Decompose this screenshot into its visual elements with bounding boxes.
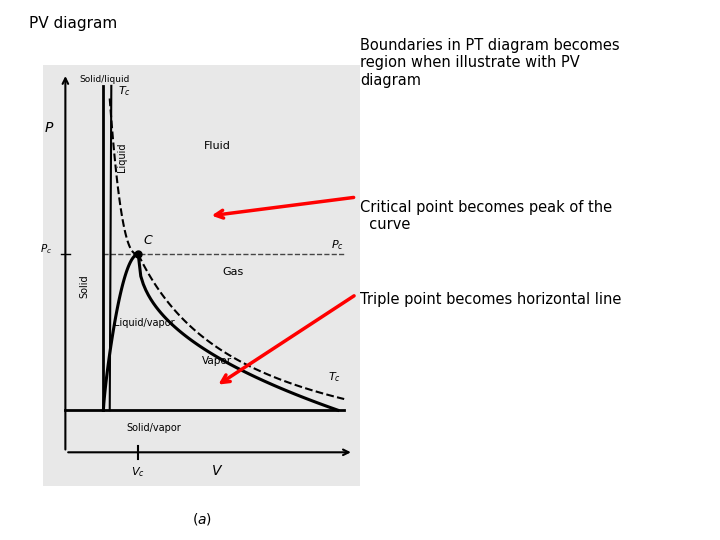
Text: Solid: Solid	[79, 275, 89, 299]
Text: $P$: $P$	[45, 121, 55, 135]
Text: $T_c$: $T_c$	[328, 370, 341, 384]
Text: Liquid: Liquid	[117, 143, 127, 172]
Text: $T_c$: $T_c$	[117, 84, 130, 98]
Text: Solid/vapor: Solid/vapor	[127, 423, 181, 433]
Text: PV diagram: PV diagram	[29, 16, 117, 31]
Text: $C$: $C$	[143, 234, 153, 247]
Text: $V$: $V$	[211, 463, 224, 477]
Text: $P_c$: $P_c$	[331, 238, 344, 252]
Text: Boundaries in PT diagram becomes
region when illustrate with PV
diagram: Boundaries in PT diagram becomes region …	[360, 38, 620, 87]
Text: $V_c$: $V_c$	[131, 465, 145, 480]
Text: Liquid/vapor: Liquid/vapor	[114, 318, 175, 328]
Text: Critical point becomes peak of the
  curve: Critical point becomes peak of the curve	[360, 200, 612, 232]
Text: Gas: Gas	[222, 267, 244, 278]
Text: Triple point becomes horizontal line: Triple point becomes horizontal line	[360, 292, 621, 307]
Text: Vapor: Vapor	[202, 356, 233, 366]
Text: Fluid: Fluid	[204, 141, 231, 151]
Text: Solid/liquid: Solid/liquid	[80, 75, 130, 84]
Text: $P_c$: $P_c$	[40, 242, 53, 256]
Text: $(a)$: $(a)$	[192, 511, 212, 527]
